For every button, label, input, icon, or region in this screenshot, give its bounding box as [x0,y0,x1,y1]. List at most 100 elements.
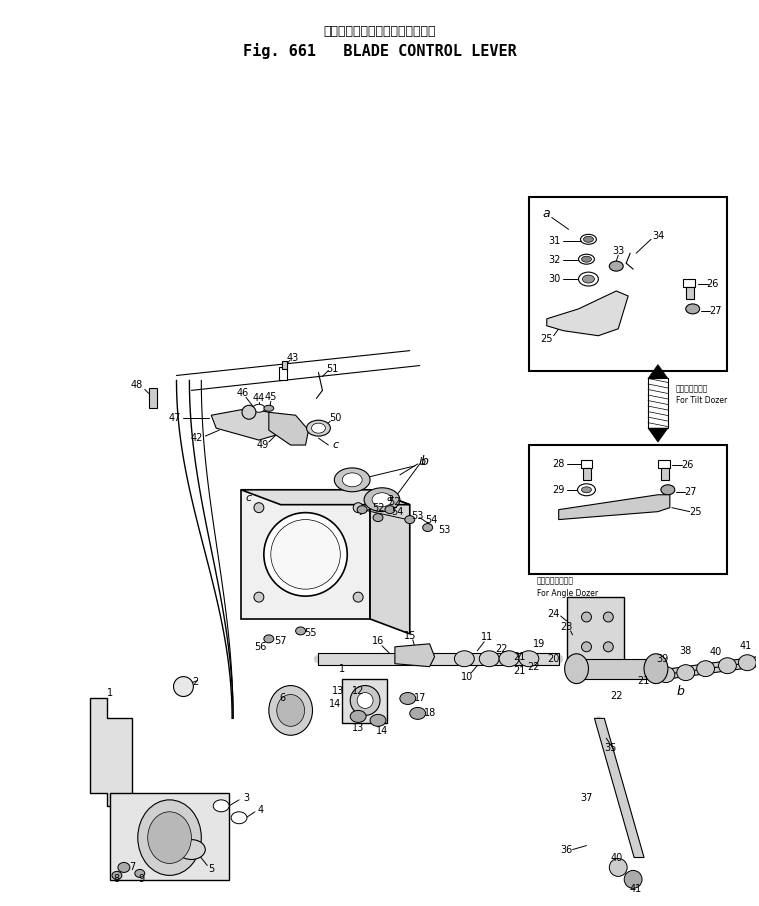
Text: 24: 24 [547,609,560,619]
Circle shape [581,641,591,651]
Ellipse shape [277,695,304,727]
Text: 36: 36 [560,844,573,854]
Text: 22: 22 [610,691,622,701]
Ellipse shape [519,651,539,667]
Ellipse shape [178,840,205,860]
Polygon shape [648,364,668,379]
Ellipse shape [624,871,642,888]
Ellipse shape [657,667,675,682]
Polygon shape [269,412,308,445]
Text: 23: 23 [560,622,573,631]
Ellipse shape [697,660,714,677]
Ellipse shape [405,516,414,524]
Text: 37: 37 [581,793,593,803]
Ellipse shape [685,304,700,313]
Bar [584,467,591,480]
Ellipse shape [644,654,668,684]
Text: 18: 18 [424,708,436,718]
Text: 29: 29 [553,485,565,495]
Polygon shape [241,490,410,505]
Text: 31: 31 [549,236,561,246]
Ellipse shape [609,859,627,876]
Circle shape [271,519,340,589]
Text: 54: 54 [392,506,404,516]
Ellipse shape [739,655,756,670]
Bar [529,197,727,371]
Text: 49: 49 [257,440,269,450]
Text: 26: 26 [707,279,719,289]
Text: 2: 2 [192,677,199,687]
Circle shape [174,677,194,697]
Text: 52: 52 [372,503,384,513]
Bar [529,445,727,574]
Text: 40: 40 [710,647,722,657]
Text: 13: 13 [332,686,345,696]
Text: 53: 53 [439,525,451,535]
Ellipse shape [584,236,594,242]
Text: 17: 17 [414,693,426,703]
Bar [648,379,668,429]
Ellipse shape [581,487,591,493]
Text: 45: 45 [265,392,277,402]
Bar [661,467,669,480]
Ellipse shape [253,404,265,412]
Bar [110,793,229,881]
Text: 44: 44 [253,393,265,403]
Text: 34: 34 [652,231,664,241]
Text: 9: 9 [139,874,145,884]
Bar [567,597,624,665]
Ellipse shape [499,651,519,667]
Text: 21: 21 [637,676,649,686]
Text: b: b [418,457,425,467]
Text: 32: 32 [549,255,561,265]
Circle shape [353,503,363,513]
Ellipse shape [148,812,191,863]
Ellipse shape [423,524,433,532]
Text: 27: 27 [685,487,697,496]
Bar [282,361,287,369]
Polygon shape [370,490,410,634]
Text: 42: 42 [191,433,203,443]
Ellipse shape [581,256,591,262]
Text: 56: 56 [255,641,267,651]
Text: c: c [332,440,339,450]
Ellipse shape [118,863,130,872]
Text: 5: 5 [208,864,214,874]
Text: 16: 16 [372,636,384,646]
Text: 22: 22 [495,644,507,654]
Ellipse shape [264,405,274,411]
Text: 35: 35 [604,743,616,753]
Text: c: c [246,493,252,503]
Text: 55: 55 [304,628,317,638]
Polygon shape [211,409,281,440]
Text: 47: 47 [168,413,181,423]
Text: 1: 1 [339,664,345,674]
Text: 50: 50 [329,413,342,423]
Text: For Tilt Dozer: For Tilt Dozer [676,396,727,405]
Bar [685,287,694,299]
Bar [581,460,593,467]
Text: 26: 26 [682,460,694,470]
Ellipse shape [135,870,145,877]
Polygon shape [648,429,668,442]
Text: 14: 14 [329,699,342,709]
Ellipse shape [400,692,416,705]
Text: 15: 15 [404,631,416,641]
Text: 27: 27 [709,306,722,316]
Polygon shape [546,291,628,336]
Circle shape [242,405,256,419]
Ellipse shape [661,485,675,495]
Text: 53: 53 [411,511,424,521]
Ellipse shape [479,651,499,667]
Circle shape [264,513,347,596]
Text: 28: 28 [553,459,565,469]
Circle shape [581,612,591,622]
Text: a: a [386,493,393,503]
Text: 21: 21 [513,651,525,661]
Text: 6: 6 [279,693,286,703]
Circle shape [350,686,380,716]
Ellipse shape [269,686,313,736]
Text: 48: 48 [131,381,143,390]
Ellipse shape [213,800,229,812]
Text: 7: 7 [129,863,135,872]
